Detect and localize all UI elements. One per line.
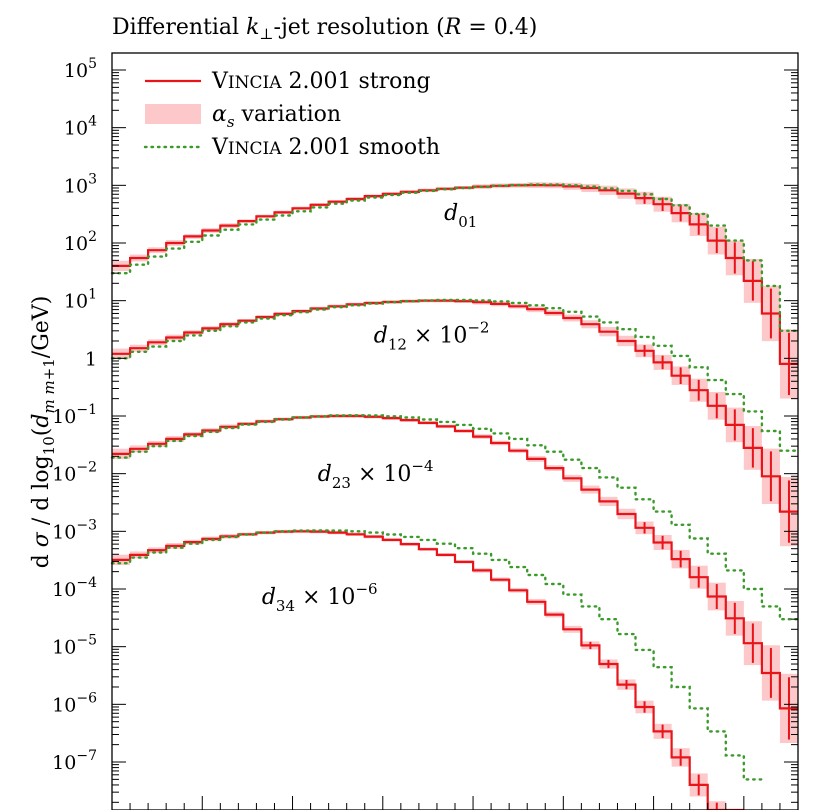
- plot-frame: [111, 52, 799, 810]
- y-tick-label: 10−6: [52, 690, 97, 716]
- series-annotation: d12 × 10−2: [374, 318, 490, 353]
- y-tick-labels: 105 104 103 102 101 1 10−1 10−2 10−3 10−4 10−5 10−6…: [52, 56, 97, 774]
- strong-line: [112, 530, 744, 810]
- legend-label: αs variation: [212, 102, 341, 131]
- y-tick-label: 105: [64, 56, 97, 82]
- y-axis-label: d σ / d log10(dm m+1/GeV): [29, 296, 58, 569]
- x-axis-ticks: [111, 796, 799, 810]
- series-annotation: d34 × 10−6: [262, 580, 378, 615]
- smooth-line: [110, 529, 764, 781]
- y-tick-label: 10−4: [52, 575, 97, 601]
- strong-layer: [112, 184, 798, 810]
- y-tick-label: 10−5: [52, 633, 97, 659]
- legend-label: VINCIA 2.001 strong: [211, 69, 431, 94]
- band-layer: [112, 182, 798, 810]
- legend-label: VINCIA 2.001 smooth: [211, 135, 440, 160]
- y-tick-label: 10−3: [52, 517, 97, 543]
- chart-title: Differential k⊥-jet resolution (R = 0.4): [112, 15, 537, 43]
- y-axis-ticks: [112, 69, 798, 803]
- series-annotation: d23 × 10−4: [318, 457, 434, 492]
- y-tick-label: 101: [64, 287, 97, 313]
- y-tick-label: 10−2: [52, 460, 97, 486]
- smooth-layer: [110, 183, 800, 781]
- y-tick-label: 1: [85, 348, 97, 370]
- smooth-line: [110, 183, 800, 332]
- annotations: d01 d12 × 10−2 d23 × 10−4 d34 × 10−6: [262, 201, 490, 615]
- series-annotation: d01: [444, 201, 477, 231]
- strong-line: [112, 299, 798, 513]
- legend: VINCIA 2.001 strong αs variation VINCIA 2.…: [143, 69, 440, 160]
- y-tick-label: 104: [64, 114, 97, 140]
- smooth-line: [110, 414, 800, 621]
- legend-swatch-band: [145, 104, 201, 124]
- y-tick-label: 103: [64, 171, 97, 197]
- y-tick-label: 10−7: [52, 748, 97, 774]
- y-tick-label: 102: [64, 229, 97, 255]
- y-tick-label: 10−1: [52, 402, 97, 428]
